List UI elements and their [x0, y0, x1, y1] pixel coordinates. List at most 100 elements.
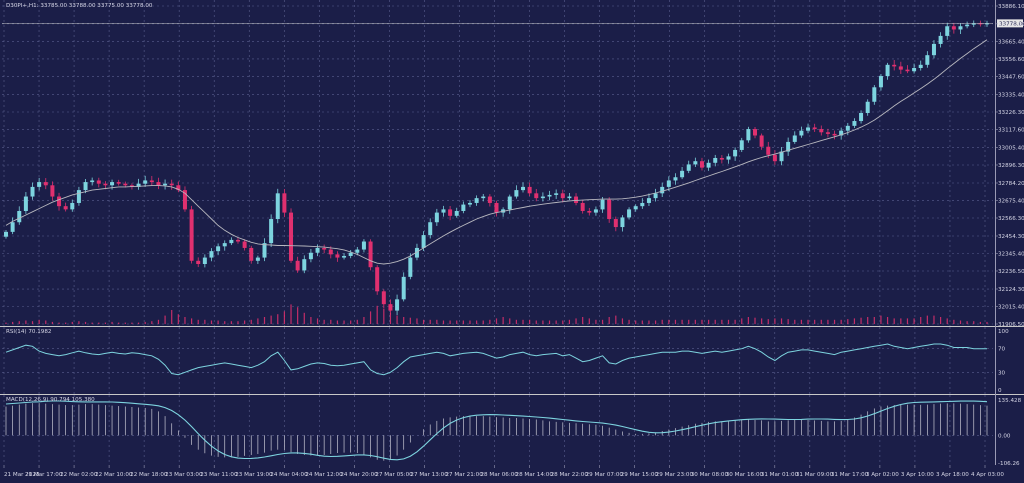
price-chart-panel[interactable]: 33778.00 33886.10 33775.00 33665.40 33556.60…	[0, 0, 1024, 326]
volume-bar	[91, 322, 93, 324]
candle-body	[487, 196, 492, 203]
volume-bar	[383, 308, 385, 324]
volume-bar	[648, 320, 650, 324]
volume-bar	[244, 320, 246, 324]
price-axis-label: 33556.60	[998, 57, 1024, 63]
candle-body	[96, 180, 101, 184]
candle-body	[633, 206, 638, 210]
volume-bar	[310, 317, 312, 324]
macd-chart[interactable]: 135.428 0.00 -106.26	[0, 395, 1024, 465]
candle-body	[50, 185, 55, 197]
time-axis-label: 27 Mar 13:00	[410, 472, 448, 478]
price-axis-border	[995, 0, 996, 465]
candle-body	[83, 182, 88, 191]
price-chart[interactable]: 33778.00 33886.10 33775.00 33665.40 33556.60…	[0, 0, 1024, 326]
candle-body	[169, 183, 174, 186]
candle-body	[872, 87, 877, 102]
volume-bar	[65, 322, 67, 324]
candle-body	[401, 276, 406, 300]
volume-bar	[787, 319, 789, 324]
volume-bar	[449, 320, 451, 324]
candle-body	[653, 193, 658, 199]
candle-body	[441, 209, 446, 213]
volume-bar	[151, 321, 153, 324]
candle-body	[494, 202, 499, 213]
candle-body	[249, 247, 254, 261]
volume-bar	[694, 319, 696, 324]
price-axis-label: 32454.30	[998, 234, 1024, 240]
candle-body	[328, 249, 333, 255]
macd-panel[interactable]: 135.428 0.00 -106.26 MACD(12,26,9) 90.794 …	[0, 395, 1024, 465]
candle-body	[527, 186, 532, 194]
candle-body	[255, 257, 260, 261]
volume-bar	[177, 314, 179, 324]
volume-bar	[873, 317, 875, 324]
time-axis-label: 23 Mar 03:00	[165, 472, 203, 478]
volume-bar	[78, 321, 80, 324]
volume-bar	[708, 319, 710, 324]
volume-bar	[217, 320, 219, 324]
price-axis-label: 32236.50	[998, 269, 1024, 275]
candle-body	[607, 199, 612, 220]
rsi-axis-label: 30	[998, 370, 1006, 376]
volume-bar	[396, 315, 398, 324]
candle-body	[819, 129, 824, 133]
candle-body	[620, 217, 625, 228]
candle-body	[978, 23, 983, 25]
volume-bar	[582, 317, 584, 324]
time-axis-label: 29 Mar 15:00	[621, 472, 659, 478]
candle-body	[772, 154, 777, 162]
candle-body	[348, 252, 353, 256]
candle-body	[660, 186, 665, 194]
volume-bar	[641, 320, 643, 324]
volume-bar	[409, 317, 411, 324]
volume-bar	[727, 319, 730, 324]
volume-bar	[369, 311, 372, 324]
volume-bar	[860, 317, 862, 324]
candle-body	[878, 76, 883, 88]
volume-bar	[913, 318, 915, 324]
volume-bar	[880, 315, 882, 324]
volume-bar	[469, 320, 471, 324]
candle-body	[461, 204, 466, 211]
volume-bar	[515, 319, 517, 324]
current-price-tag-text: 33778.00	[999, 22, 1024, 28]
volume-bar	[714, 319, 716, 324]
rsi-chart[interactable]: 100 70 30 0	[0, 327, 1024, 394]
candle-body	[57, 196, 62, 207]
candle-body	[289, 212, 294, 261]
candle-body	[845, 125, 850, 131]
volume-bar	[263, 317, 266, 324]
moving-average-line	[5, 39, 988, 265]
macd-axis-label: 0.00	[998, 433, 1011, 439]
volume-bar	[283, 311, 285, 324]
volume-bar	[270, 315, 272, 324]
rsi-panel[interactable]: 100 70 30 0 RSI(14) 70.1982	[0, 327, 1024, 394]
candle-body	[110, 182, 115, 186]
candle-body	[156, 182, 161, 186]
candle-body	[428, 222, 433, 236]
candle-body	[958, 26, 963, 30]
volume-bar	[184, 317, 186, 324]
macd-axis-label: 135.428	[998, 398, 1022, 404]
panel-divider[interactable]	[0, 394, 1024, 395]
candle-body	[918, 64, 923, 69]
candle-body	[627, 209, 632, 218]
candle-body	[613, 219, 618, 228]
candle-body	[931, 43, 936, 56]
candle-body	[706, 162, 711, 168]
candle-body	[4, 231, 8, 237]
volume-bar	[71, 321, 73, 324]
volume-bar	[376, 305, 378, 324]
volume-bar	[940, 317, 942, 324]
volume-bar	[111, 321, 113, 324]
panel-divider[interactable]	[0, 326, 1024, 327]
time-axis-label: 28 Mar 14:00	[516, 472, 554, 478]
volume-bar	[197, 319, 199, 324]
candle-body	[574, 196, 579, 203]
candle-body	[408, 257, 413, 277]
volume-bar	[277, 314, 279, 324]
price-axis-label: 33665.40	[998, 39, 1024, 45]
candle-body	[938, 35, 943, 44]
candle-body	[580, 202, 585, 211]
